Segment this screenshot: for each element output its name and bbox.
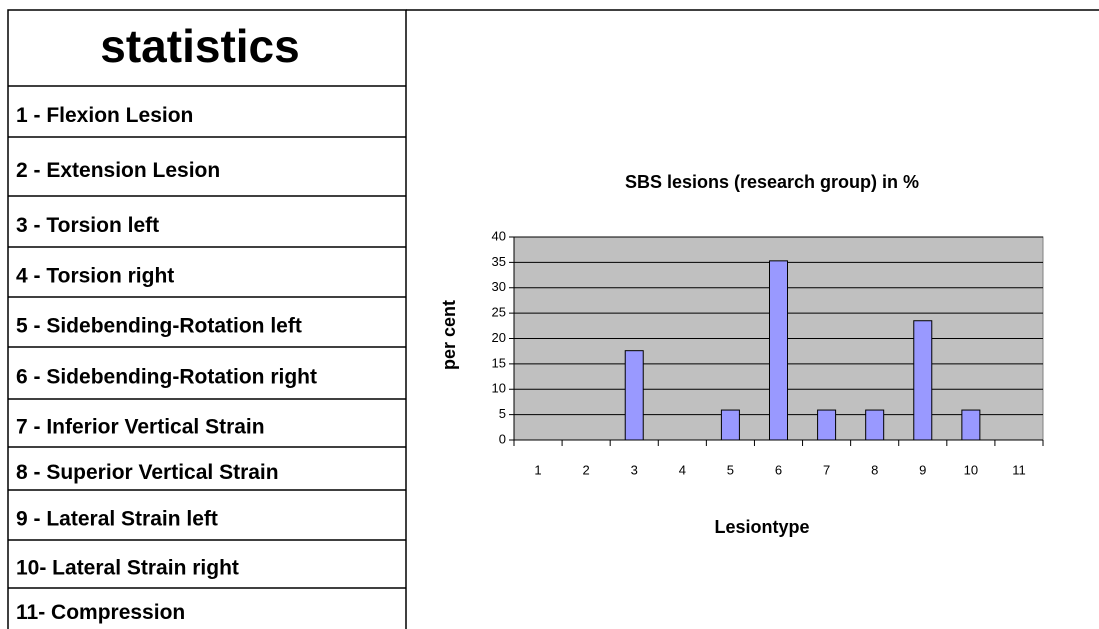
y-tick-label: 35 (492, 254, 506, 269)
x-tick-label: 2 (583, 462, 590, 477)
x-tick-label: 5 (727, 462, 734, 477)
y-tick-label: 40 (492, 228, 506, 243)
y-axis-label: per cent (439, 300, 459, 370)
x-tick-label: 7 (823, 462, 830, 477)
x-tick-label: 10 (964, 462, 978, 477)
bar (961, 409, 981, 441)
y-tick-label: 15 (492, 355, 506, 370)
x-tick-label: 1 (534, 462, 541, 477)
chart-title: SBS lesions (research group) in % (625, 172, 919, 192)
y-tick-label: 10 (492, 381, 506, 396)
x-tick-label: 8 (871, 462, 878, 477)
table-row: 6 - Sidebending-Rotation right (16, 366, 317, 389)
y-tick-label: 0 (499, 431, 506, 446)
bar (769, 260, 788, 441)
y-tick-label: 30 (492, 279, 506, 294)
bar (720, 409, 740, 441)
x-tick-label: 3 (631, 462, 638, 477)
x-tick-label: 11 (1012, 462, 1026, 477)
table-row: 8 - Superior Vertical Strain (16, 461, 279, 484)
bar (865, 409, 885, 441)
table-title: statistics (100, 20, 299, 72)
x-tick-label: 6 (775, 462, 782, 477)
table-row: 5 - Sidebending-Rotation left (16, 315, 302, 338)
y-tick-label: 20 (492, 330, 506, 345)
table-row: 3 - Torsion left (16, 214, 159, 237)
table-frame (7, 9, 407, 629)
bar (913, 320, 933, 441)
table-row: 1 - Flexion Lesion (16, 104, 193, 127)
y-tick-label: 5 (499, 406, 506, 421)
bar (817, 409, 837, 441)
x-tick-label: 9 (919, 462, 926, 477)
table-row: 11- Compression (16, 601, 185, 624)
x-axis-label: Lesiontype (714, 517, 809, 537)
bar (624, 350, 644, 441)
table-row: 9 - Lateral Strain left (16, 508, 218, 531)
y-tick-label: 25 (492, 305, 506, 320)
table-row: 10- Lateral Strain right (16, 557, 239, 580)
table-row: 2 - Extension Lesion (16, 159, 220, 182)
table-row: 4 - Torsion right (16, 265, 174, 288)
table-row: 7 - Inferior Vertical Strain (16, 416, 265, 439)
x-tick-label: 4 (679, 462, 686, 477)
